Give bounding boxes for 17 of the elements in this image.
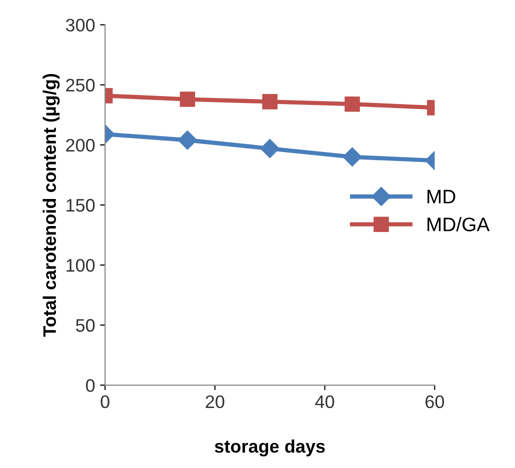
legend-label: MD/GA xyxy=(428,217,490,232)
point xyxy=(262,94,278,110)
x-tick-label: 20 xyxy=(206,395,224,408)
y-tick-label: 200 xyxy=(66,138,95,152)
x-tick-label: 40 xyxy=(315,395,334,408)
y-axis-title: Total carotenoid content (µg/g) xyxy=(42,74,60,337)
legend-label: MD xyxy=(428,190,456,204)
point xyxy=(260,138,280,158)
x-axis-title: storage days xyxy=(214,439,325,456)
x-tick-label: 0 xyxy=(100,395,110,408)
y-tick-label: 300 xyxy=(66,18,95,32)
y-tick-label: 250 xyxy=(66,78,95,92)
x-tick-label: 60 xyxy=(426,395,444,408)
y-tick-label: 0 xyxy=(86,379,95,392)
y-tick-label: 150 xyxy=(66,198,95,212)
y-tick-label: 100 xyxy=(66,258,95,272)
y-tick-label: 50 xyxy=(76,319,95,332)
